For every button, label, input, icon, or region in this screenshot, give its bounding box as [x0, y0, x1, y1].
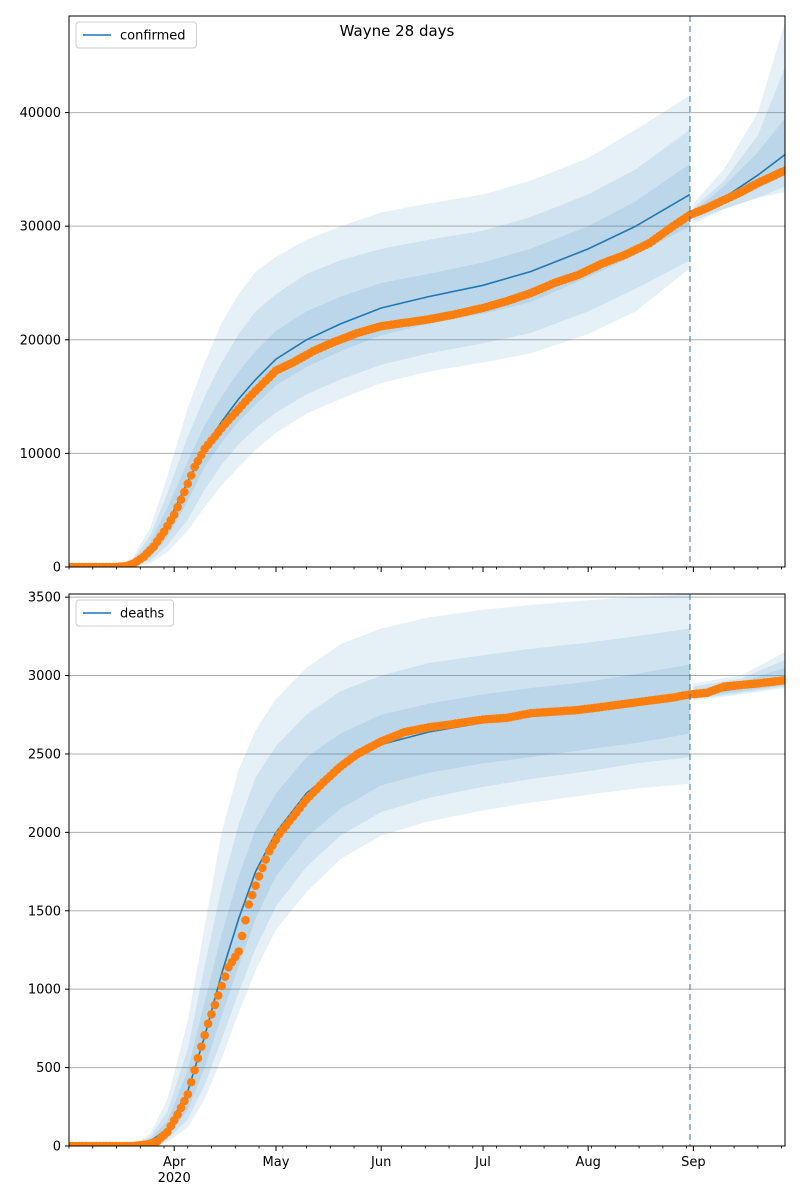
y-tick-label: 2000: [28, 826, 61, 841]
legend-label: deaths: [120, 607, 165, 622]
uncertainty-band-outer: [69, 594, 690, 1146]
x-tick-sublabel: 2020: [158, 1171, 191, 1186]
observed-point: [180, 487, 189, 497]
figure-title: Wayne 28 days: [340, 22, 455, 40]
observed-point: [207, 1010, 216, 1019]
y-tick-label: 0: [53, 561, 61, 576]
x-tick-label: May: [263, 1155, 290, 1170]
observed-point: [176, 1103, 186, 1113]
x-tick-label: Apr: [163, 1155, 186, 1170]
uncertainty-band-middle: [69, 628, 690, 1146]
observed-point: [258, 863, 267, 873]
observed-point: [197, 1042, 206, 1051]
observed-point: [200, 1030, 209, 1040]
observed-point: [241, 915, 250, 925]
observed-point: [186, 1077, 196, 1087]
observed-point: [237, 931, 247, 941]
legend: confirmed: [75, 21, 197, 49]
legend: deaths: [75, 599, 175, 627]
observed-point: [203, 1019, 213, 1028]
observed-point: [261, 855, 271, 864]
observed-point: [244, 900, 254, 909]
uncertainty-band-outer: [693, 21, 785, 224]
y-tick-label: 20000: [20, 333, 61, 348]
uncertainty-band-inner: [69, 664, 690, 1146]
plot-area: [69, 21, 785, 567]
axes-frame: [68, 15, 786, 568]
legend-label: confirmed: [120, 29, 186, 44]
y-tick-label: 2500: [28, 747, 61, 762]
x-tick-label: Aug: [575, 1155, 600, 1170]
y-tick-label: 10000: [20, 447, 61, 462]
axes-frame: [68, 593, 786, 1147]
y-tick-label: 3500: [28, 591, 61, 606]
uncertainty-band-middle: [69, 129, 690, 567]
y-tick-label: 500: [36, 1061, 61, 1076]
observed-point: [780, 676, 785, 685]
observed-point: [247, 890, 257, 900]
legend-box: [75, 21, 197, 49]
uncertainty-band-inner: [693, 118, 785, 219]
observed-point: [180, 1096, 189, 1106]
y-tick-label: 1500: [28, 904, 61, 919]
observed-point: [173, 1110, 182, 1119]
observed-point: [251, 881, 260, 890]
y-tick-label: 30000: [20, 220, 61, 235]
observed-point: [193, 1053, 203, 1063]
uncertainty-band-inner: [69, 163, 690, 567]
observed-point: [234, 947, 243, 956]
observed-point: [780, 166, 785, 175]
observed-point: [176, 495, 186, 504]
observed-point: [173, 502, 182, 512]
observed-point: [210, 1000, 220, 1010]
observed-point: [183, 1090, 193, 1099]
y-tick-label: 1000: [28, 983, 61, 998]
observed-point: [217, 981, 226, 991]
uncertainty-band-outer: [69, 95, 690, 567]
observed-point: [190, 1065, 199, 1075]
y-tick-label: 0: [53, 1140, 61, 1155]
legend-box: [75, 599, 175, 627]
observed-point: [254, 872, 264, 881]
observed-point: [220, 972, 230, 981]
observed-point: [214, 991, 223, 1000]
observed-point: [169, 510, 179, 519]
observed-point: [183, 479, 193, 489]
plot-area: [69, 594, 785, 1146]
x-tick-label: Jul: [474, 1155, 491, 1170]
y-tick-label: 3000: [28, 669, 61, 684]
y-tick-label: 40000: [20, 106, 61, 121]
x-tick-label: Sep: [681, 1155, 706, 1170]
observed-point: [186, 471, 196, 480]
confirmed-panel: 0 10000 20000 30000 40000 confirmed: [20, 15, 786, 576]
x-tick-label: Jun: [370, 1155, 391, 1170]
